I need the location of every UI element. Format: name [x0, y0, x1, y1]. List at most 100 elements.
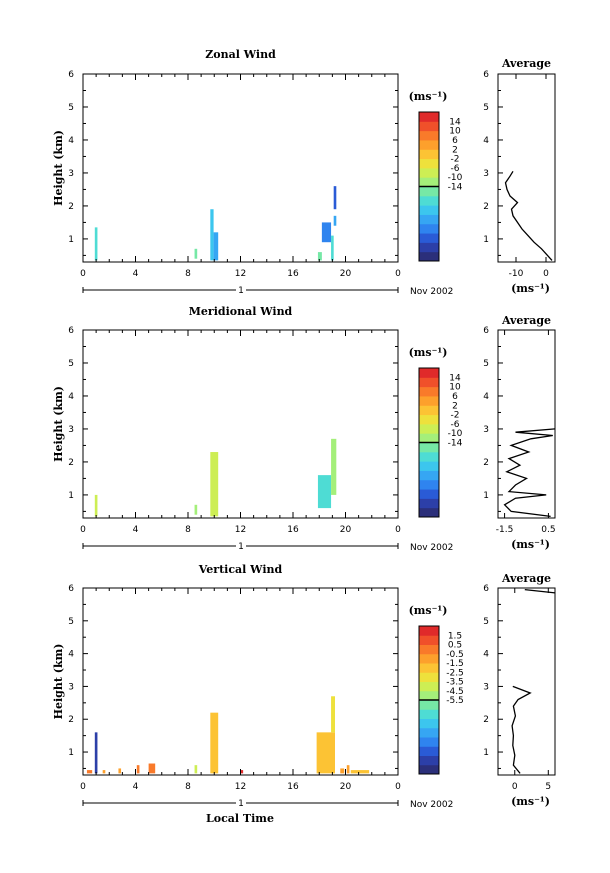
- colorbar-swatch: [419, 681, 439, 692]
- avg-x-tick-label: 0: [512, 782, 518, 792]
- colorbar-swatch: [419, 461, 439, 471]
- y-tick-label: 5: [68, 103, 74, 113]
- y-tick-label: 2: [68, 202, 74, 212]
- colorbar-tick-label: 10: [449, 383, 461, 393]
- colorbar-tick-label: 6: [452, 136, 458, 146]
- avg-y-tick-label: 5: [483, 359, 489, 369]
- data-cell: [210, 452, 219, 517]
- y-tick-label: 3: [68, 169, 74, 179]
- avg-x-tick-label: -1.5: [496, 525, 514, 535]
- colorbar-swatch: [419, 737, 439, 747]
- avg-y-tick-label: 1: [483, 748, 489, 758]
- date-label: Nov 2002: [410, 543, 453, 553]
- y-tick-label: 5: [68, 617, 74, 627]
- avg-y-tick-label: 3: [483, 425, 489, 435]
- avg-y-tick-label: 4: [483, 392, 489, 402]
- y-tick-label: 5: [68, 359, 74, 369]
- colorbar-tick-label: 0.5: [448, 641, 462, 651]
- colorbar-tick-label: 14: [449, 117, 461, 127]
- colorbar-tick-label: -5.5: [446, 696, 464, 706]
- data-cell: [118, 768, 122, 774]
- plot-frame: [82, 73, 399, 263]
- day-label-bg: [236, 284, 246, 295]
- data-cell: [340, 768, 345, 774]
- colorbar-tick-label: -10: [448, 173, 463, 183]
- colorbar-tick-label: -1.5: [446, 659, 464, 669]
- x-tick-label: 4: [133, 269, 139, 279]
- y-tick-label: 6: [68, 584, 74, 594]
- colorbar-swatch: [419, 177, 439, 187]
- colorbar-swatch: [419, 709, 439, 719]
- x-tick-label: 8: [185, 525, 191, 535]
- y-tick-label: 1: [68, 748, 74, 758]
- y-axis-label: Height (km): [52, 386, 65, 462]
- avg-y-tick-label: 1: [483, 235, 489, 245]
- data-cell: [148, 763, 156, 774]
- day-label: 1: [238, 799, 244, 809]
- average-title: Average: [501, 57, 551, 70]
- colorbar-unit-label: (ms⁻¹): [409, 90, 448, 103]
- colorbar-swatch: [419, 489, 439, 499]
- x-tick-label: 20: [340, 525, 352, 535]
- panel-title: Zonal Wind: [205, 48, 276, 61]
- colorbar-tick-label: -4.5: [446, 687, 464, 697]
- data-cell: [350, 770, 370, 774]
- avg-y-tick-label: 1: [483, 491, 489, 501]
- colorbar-swatch: [419, 112, 439, 122]
- x-tick-label: 20: [340, 782, 352, 792]
- average-profile-line: [511, 685, 532, 774]
- colorbar-swatch: [419, 214, 439, 225]
- colorbar-unit-label: (ms⁻¹): [409, 604, 448, 617]
- data-cell: [346, 765, 350, 774]
- date-label: Nov 2002: [410, 287, 453, 297]
- colorbar-tick-label: -0.5: [446, 650, 464, 660]
- average-frame: [497, 587, 556, 776]
- data-cell: [194, 765, 198, 774]
- colorbar-swatch: [419, 690, 439, 701]
- data-cell: [317, 475, 332, 509]
- data-cell: [317, 252, 322, 261]
- panel-title: Vertical Wind: [198, 563, 283, 576]
- colorbar-swatch: [419, 405, 439, 416]
- data-cell: [94, 732, 98, 774]
- day-label: 1: [238, 542, 244, 552]
- average-x-label: (ms⁻¹): [511, 795, 550, 808]
- y-tick-label: 4: [68, 392, 74, 402]
- colorbar-swatch: [419, 242, 439, 253]
- x-axis-label: Local Time: [206, 812, 274, 825]
- data-cell: [331, 696, 335, 733]
- y-tick-label: 2: [68, 715, 74, 725]
- y-tick-label: 6: [68, 70, 74, 80]
- x-tick-label: 20: [340, 269, 352, 279]
- colorbar-tick-label: 6: [452, 392, 458, 402]
- colorbar-swatch: [419, 386, 439, 397]
- avg-y-tick-label: 5: [483, 103, 489, 113]
- data-cell: [94, 494, 98, 517]
- colorbar-swatch: [419, 423, 439, 434]
- data-cell: [194, 248, 198, 259]
- data-cell: [210, 209, 214, 261]
- data-cell: [102, 770, 106, 774]
- avg-x-tick-label: 5: [545, 782, 551, 792]
- average-profile-line: [504, 170, 553, 261]
- colorbar-swatch: [419, 451, 439, 462]
- data-cell: [213, 232, 219, 261]
- avg-y-tick-label: 2: [483, 458, 489, 468]
- data-cell: [331, 235, 334, 261]
- avg-y-tick-label: 2: [483, 715, 489, 725]
- avg-x-tick-label: 0: [543, 269, 549, 279]
- y-tick-label: 2: [68, 458, 74, 468]
- avg-x-tick-label: 0.5: [541, 525, 555, 535]
- colorbar-swatch: [419, 377, 439, 388]
- y-tick-label: 4: [68, 650, 74, 660]
- day-label: 1: [238, 286, 244, 296]
- x-tick-label: 12: [235, 525, 246, 535]
- avg-y-tick-label: 6: [483, 70, 489, 80]
- x-tick-label: 4: [133, 782, 139, 792]
- avg-x-tick-label: -10: [509, 269, 524, 279]
- colorbar-swatch: [419, 700, 439, 710]
- average-profile-upper-line: [524, 588, 556, 594]
